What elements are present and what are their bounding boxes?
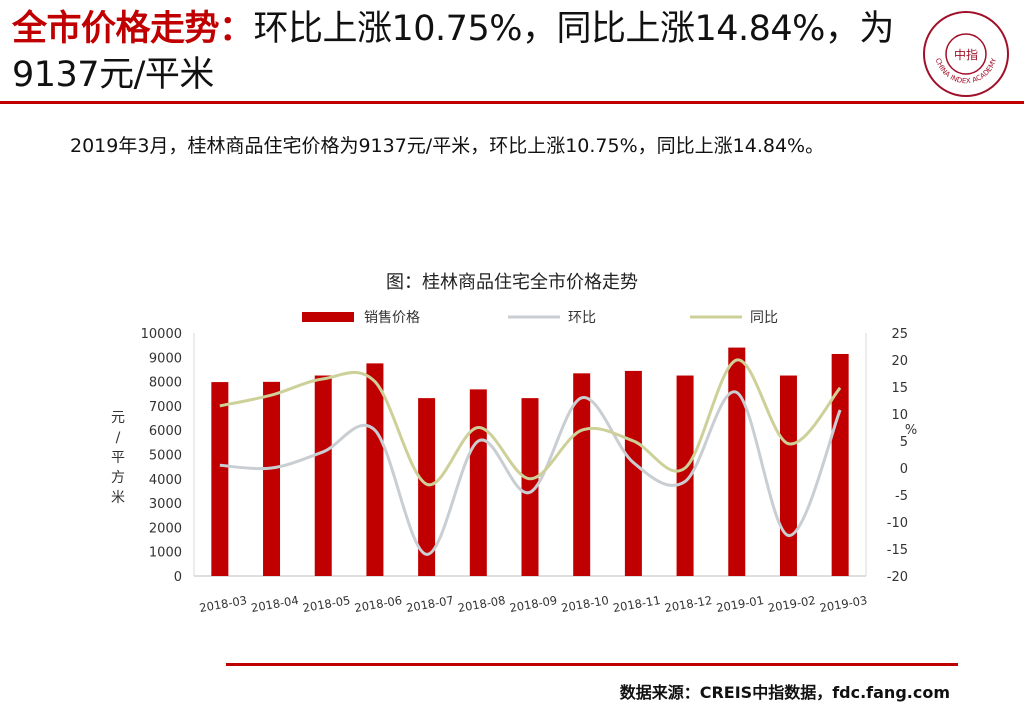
- x-tick-label: 2018-03: [198, 593, 248, 615]
- legend-label-mom: 环比: [568, 310, 596, 326]
- y-tick-left-label: 0: [174, 570, 182, 585]
- price-bar: [676, 375, 694, 576]
- y-axis-right-title: %: [905, 423, 917, 438]
- price-bar: [418, 398, 436, 576]
- price-bar: [211, 382, 229, 576]
- y-axis-left-title-char: 方: [111, 470, 125, 486]
- page-title: 全市价格走势：环比上涨10.75%，同比上涨14.84%，为9137元/平米: [12, 6, 912, 98]
- y-tick-left-label: 6000: [149, 424, 182, 439]
- page-title-highlight: 全市价格走势：: [12, 9, 254, 49]
- price-bar: [573, 373, 591, 576]
- chart-title: 图：桂林商品住宅全市价格走势: [386, 272, 638, 293]
- y-tick-right-label: 5: [900, 435, 908, 450]
- y-tick-right-label: -20: [887, 570, 908, 585]
- title-divider: [0, 101, 1024, 104]
- x-tick-label: 2019-02: [767, 593, 817, 615]
- x-tick-label: 2018-08: [457, 593, 507, 615]
- x-tick-label: 2019-03: [819, 593, 869, 615]
- yoy-line: [219, 358, 842, 487]
- y-axis-left-title-char: 米: [111, 490, 125, 506]
- x-tick-label: 2018-11: [612, 593, 662, 615]
- price-bar: [624, 370, 642, 576]
- y-tick-left-label: 4000: [149, 473, 182, 488]
- china-index-academy-logo: CHINA INDEX ACADEMY 中指: [923, 11, 1009, 97]
- y-tick-left-label: 5000: [149, 449, 182, 464]
- footer-divider: [226, 663, 958, 666]
- price-bar: [314, 375, 332, 576]
- y-tick-right-label: 0: [900, 462, 908, 477]
- price-bar: [521, 398, 539, 576]
- y-axis-left-title-char: 平: [111, 450, 125, 466]
- summary-text: 2019年3月，桂林商品住宅价格为9137元/平米，环比上涨10.75%，同比上…: [70, 135, 825, 157]
- y-tick-left-label: 9000: [149, 351, 182, 366]
- x-tick-label: 2018-09: [508, 593, 558, 615]
- price-bar: [263, 381, 281, 576]
- x-tick-label: 2018-04: [250, 593, 300, 615]
- y-tick-left-label: 10000: [141, 327, 182, 342]
- y-axis-left-title-char: /: [116, 430, 121, 446]
- y-tick-right-label: 20: [891, 354, 908, 369]
- legend-swatch-price: [302, 312, 354, 322]
- price-bar: [728, 347, 746, 576]
- y-tick-right-label: 25: [891, 327, 908, 342]
- price-bar: [779, 375, 797, 576]
- x-tick-label: 2018-05: [302, 593, 352, 615]
- y-tick-left-label: 8000: [149, 376, 182, 391]
- y-tick-right-label: 15: [891, 381, 908, 396]
- y-tick-right-label: -15: [887, 543, 908, 558]
- svg-text:中指: 中指: [954, 47, 978, 62]
- x-tick-label: 2018-07: [405, 593, 455, 615]
- price-bar: [831, 353, 849, 576]
- x-tick-label: 2018-06: [353, 593, 403, 615]
- page-title-rest: 环比上涨10.75%，同比上涨14.84%，为9137元/平米: [12, 9, 894, 95]
- price-trend-chart: 0100020003000400050006000700080009000100…: [111, 310, 917, 615]
- x-tick-label: 2018-10: [560, 593, 610, 615]
- y-axis-left-title-char: 元: [111, 410, 125, 426]
- y-tick-left-label: 7000: [149, 400, 182, 415]
- legend-label-yoy: 同比: [750, 310, 778, 326]
- legend-label-price: 销售价格: [364, 310, 420, 326]
- y-tick-left-label: 2000: [149, 521, 182, 536]
- y-tick-right-label: -5: [895, 489, 908, 504]
- price-bar: [366, 363, 384, 576]
- price-bar: [469, 389, 487, 576]
- y-tick-left-label: 1000: [149, 546, 182, 561]
- y-tick-left-label: 3000: [149, 497, 182, 512]
- x-tick-label: 2019-01: [715, 593, 765, 615]
- data-source: 数据来源：CREIS中指数据，fdc.fang.com: [619, 683, 950, 702]
- y-tick-right-label: 10: [891, 408, 908, 423]
- x-tick-label: 2018-12: [664, 593, 714, 615]
- y-tick-right-label: -10: [887, 516, 908, 531]
